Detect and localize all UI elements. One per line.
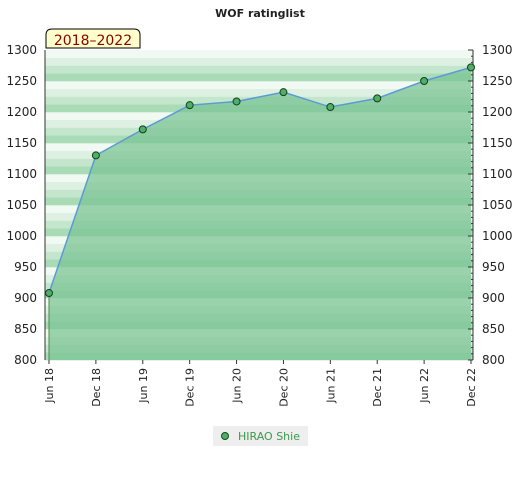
right-y-axis: 800 850 900 950 1000 1050 1100 1150 1200 1250 1300 [468, 43, 513, 367]
legend-entry: HIRAO Shie [238, 430, 300, 443]
x-tick-label: Jun 18 [43, 368, 56, 404]
x-tick-label: Dec 19 [184, 368, 197, 407]
data-point [232, 97, 241, 106]
series-line [48, 66, 472, 294]
x-axis: Jun 18 Dec 18 Jun 19 Dec 19 Jun 20 Dec 20 Jun … [43, 360, 478, 407]
y-tick-label-right: 950 [482, 260, 505, 274]
y-tick-label-left: 1100 [6, 167, 37, 181]
y-tick-label-left: 900 [14, 291, 37, 305]
legend-marker-icon [221, 432, 229, 440]
y-tick-label-left: 1200 [6, 105, 37, 119]
x-tick-label: Dec 20 [277, 368, 290, 407]
data-point [45, 289, 53, 298]
data-point [467, 63, 475, 72]
area-layer [48, 66, 472, 361]
y-tick-label-right: 1100 [482, 167, 513, 181]
y-tick-label-right: 1300 [482, 43, 513, 57]
y-tick-label-left: 1250 [6, 74, 37, 88]
x-tick-label: Jun 22 [418, 368, 431, 404]
y-tick-label-right: 1000 [482, 229, 513, 243]
y-tick-label-left: 850 [14, 322, 37, 336]
y-tick-label-right: 1150 [482, 136, 513, 150]
x-tick-label: Jun 20 [231, 368, 244, 404]
y-tick-label-right: 1200 [482, 105, 513, 119]
y-tick-label-right: 800 [482, 353, 505, 367]
data-point [279, 88, 288, 97]
data-point [91, 151, 100, 160]
y-tick-label-right: 900 [482, 291, 505, 305]
data-point [326, 103, 335, 112]
x-tick-label: Dec 21 [371, 368, 384, 407]
x-tick-label: Jun 19 [137, 368, 150, 404]
series-area [49, 67, 471, 361]
legend: HIRAO Shie [213, 426, 308, 446]
y-tick-label-left: 1300 [6, 43, 37, 57]
legend-box [213, 426, 308, 446]
y-tick-label-left: 800 [14, 353, 37, 367]
x-tick-label: Dec 22 [465, 368, 478, 407]
y-tick-label-left: 1050 [6, 198, 37, 212]
left-y-axis: 800 850 900 950 1000 1050 1100 1150 1200 1250 1300 [6, 43, 46, 367]
y-tick-label-right: 1050 [482, 198, 513, 212]
period-badge-label: 2018–2022 [54, 33, 132, 49]
period-badge: 2018–2022 [45, 28, 141, 49]
chart-title: WOF ratinglist [215, 7, 305, 20]
data-point [185, 101, 194, 110]
y-tick-label-right: 1250 [482, 74, 513, 88]
data-points [45, 63, 475, 298]
data-point [373, 94, 382, 103]
data-point [138, 125, 147, 134]
y-tick-label-right: 850 [482, 322, 505, 336]
y-tick-label-left: 950 [14, 260, 37, 274]
y-tick-label-left: 1000 [6, 229, 37, 243]
x-tick-label: Jun 21 [324, 368, 337, 404]
x-tick-label: Dec 18 [90, 368, 103, 407]
y-tick-label-left: 1150 [6, 136, 37, 150]
data-point [420, 77, 429, 85]
